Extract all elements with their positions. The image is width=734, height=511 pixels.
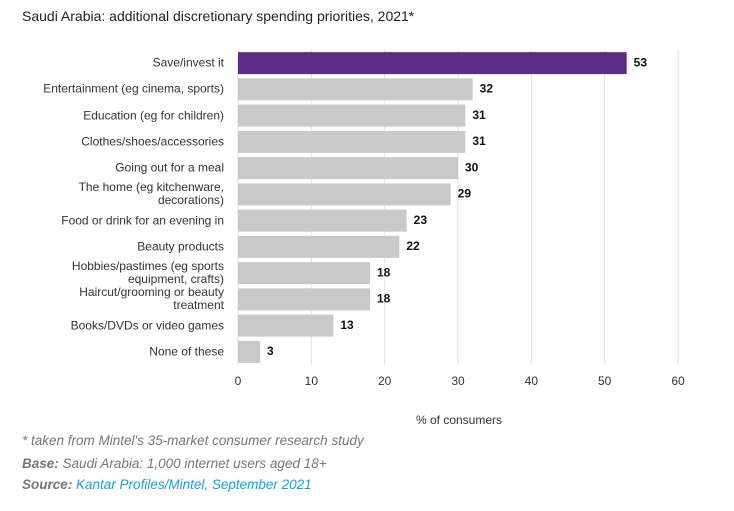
- y-tick-label: Entertainment (eg cinema, sports): [43, 81, 224, 96]
- source-label: Source:: [22, 477, 73, 492]
- x-tick-label: 60: [671, 374, 685, 388]
- x-tick-label: 0: [235, 374, 242, 388]
- x-tick-label: 30: [451, 374, 465, 388]
- x-tick-label: 20: [378, 374, 392, 388]
- y-tick-label: Education (eg for children): [83, 108, 224, 123]
- y-tick-label: Books/DVDs or video games: [70, 318, 224, 333]
- bar: [238, 340, 260, 363]
- y-tick-label: Going out for a meal: [115, 160, 224, 175]
- value-label: 30: [465, 160, 479, 174]
- y-tick-label: Haircut/grooming or beauty treatment: [79, 285, 224, 313]
- bar: [238, 235, 400, 258]
- bar: [238, 209, 407, 232]
- value-label: 13: [340, 318, 354, 332]
- value-label: 32: [480, 82, 494, 96]
- bar: [238, 157, 458, 180]
- y-tick-label: Food or drink for an evening in: [61, 213, 224, 228]
- y-tick-label: The home (eg kitchenware, decorations): [78, 180, 224, 208]
- source-note: Source: Kantar Profiles/Mintel, Septembe…: [22, 477, 312, 492]
- bar: [238, 52, 627, 75]
- y-tick-label: None of these: [149, 344, 224, 359]
- bar: [238, 130, 466, 153]
- y-tick-label: Clothes/shoes/accessories: [81, 134, 224, 149]
- y-tick-label: Hobbies/pastimes (eg sports equipment, c…: [71, 259, 224, 287]
- source-link[interactable]: Kantar Profiles/Mintel, September 2021: [76, 477, 312, 492]
- base-label: Base:: [22, 456, 59, 471]
- bar: [238, 288, 370, 311]
- value-label: 3: [267, 344, 274, 358]
- value-label: 29: [458, 187, 472, 201]
- bar: [238, 183, 451, 206]
- y-tick-label: Save/invest it: [152, 55, 224, 70]
- bar: [238, 78, 473, 101]
- value-label: 23: [414, 213, 428, 227]
- value-label: 22: [406, 239, 420, 253]
- value-label: 53: [634, 55, 648, 69]
- base-note: Base: Saudi Arabia: 1,000 internet users…: [22, 456, 327, 471]
- base-text: Saudi Arabia: 1,000 internet users aged …: [62, 456, 327, 471]
- value-label: 18: [377, 292, 391, 306]
- value-label: 18: [377, 265, 391, 279]
- chart-title: Saudi Arabia: additional discretionary s…: [22, 8, 415, 24]
- footnote: * taken from Mintel's 35-market consumer…: [22, 433, 364, 448]
- x-tick-label: 40: [525, 374, 539, 388]
- bar: [238, 262, 370, 285]
- bar: [238, 314, 334, 337]
- bar: [238, 104, 466, 127]
- value-label: 31: [472, 134, 486, 148]
- x-axis-label: % of consumers: [416, 413, 502, 427]
- y-tick-label: Beauty products: [137, 239, 224, 254]
- value-label: 31: [472, 108, 486, 122]
- x-tick-label: 50: [598, 374, 612, 388]
- x-tick-label: 10: [305, 374, 319, 388]
